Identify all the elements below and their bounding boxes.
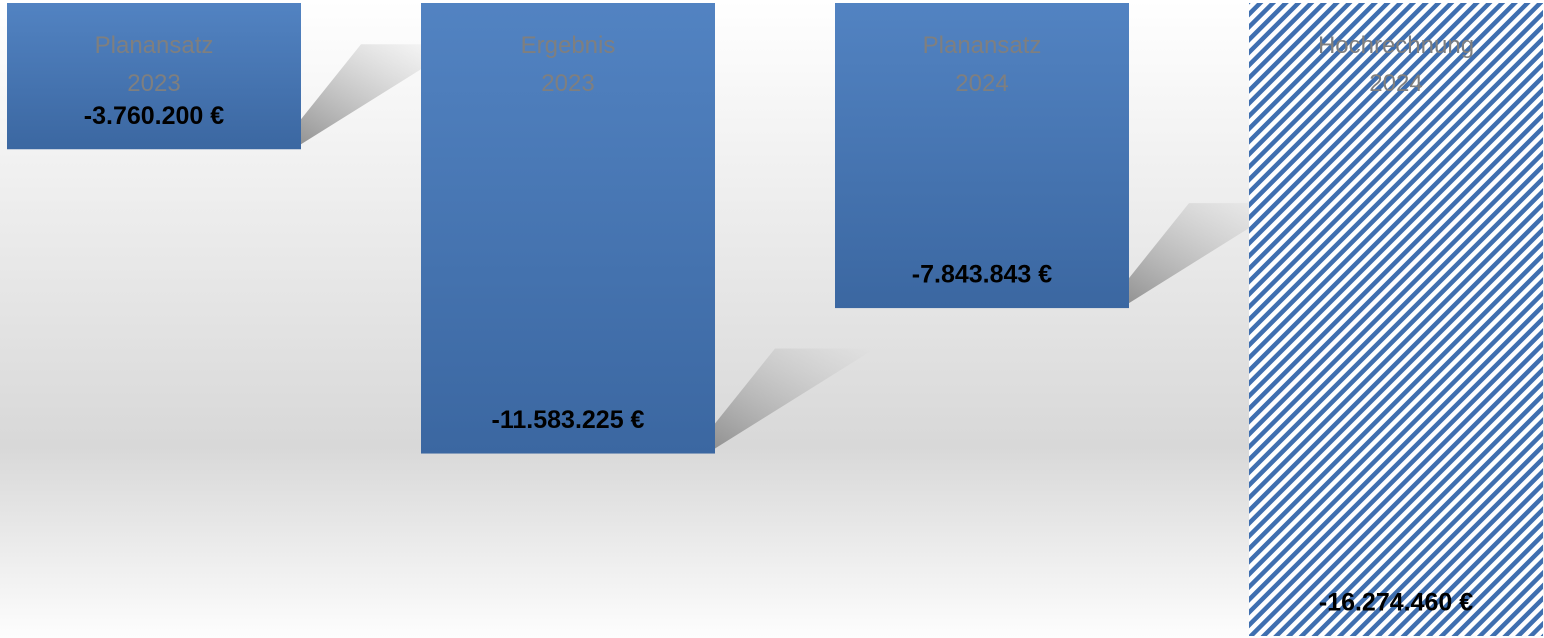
category-label: Hochrechnung 2024 [1318, 32, 1474, 97]
value-label: -16.274.460 € [1319, 589, 1473, 617]
category-line: 2023 [127, 70, 180, 97]
bar [1249, 3, 1543, 636]
category-line: Ergebnis [521, 32, 616, 59]
bar [835, 3, 1129, 309]
category-line: 2023 [541, 70, 594, 97]
category-label: Ergebnis 2023 [521, 32, 616, 97]
category-line: Planansatz [923, 32, 1042, 59]
bar [7, 3, 301, 150]
bars: Planansatz 2023 -3.760.200 € Ergebnis 2023 -1… [7, 3, 1543, 636]
category-label: Planansatz 2024 [923, 32, 1042, 97]
bar [421, 3, 715, 454]
value-label: -3.760.200 € [84, 102, 224, 130]
value-label: -11.583.225 € [492, 406, 645, 434]
category-line: Planansatz [95, 32, 214, 59]
value-label: -7.843.843 € [912, 261, 1052, 289]
bar-shadow [715, 348, 875, 449]
category-line: 2024 [1369, 70, 1422, 97]
category-line: Hochrechnung [1318, 32, 1474, 59]
category-line: 2024 [955, 70, 1008, 97]
category-label: Planansatz 2023 [95, 32, 214, 97]
